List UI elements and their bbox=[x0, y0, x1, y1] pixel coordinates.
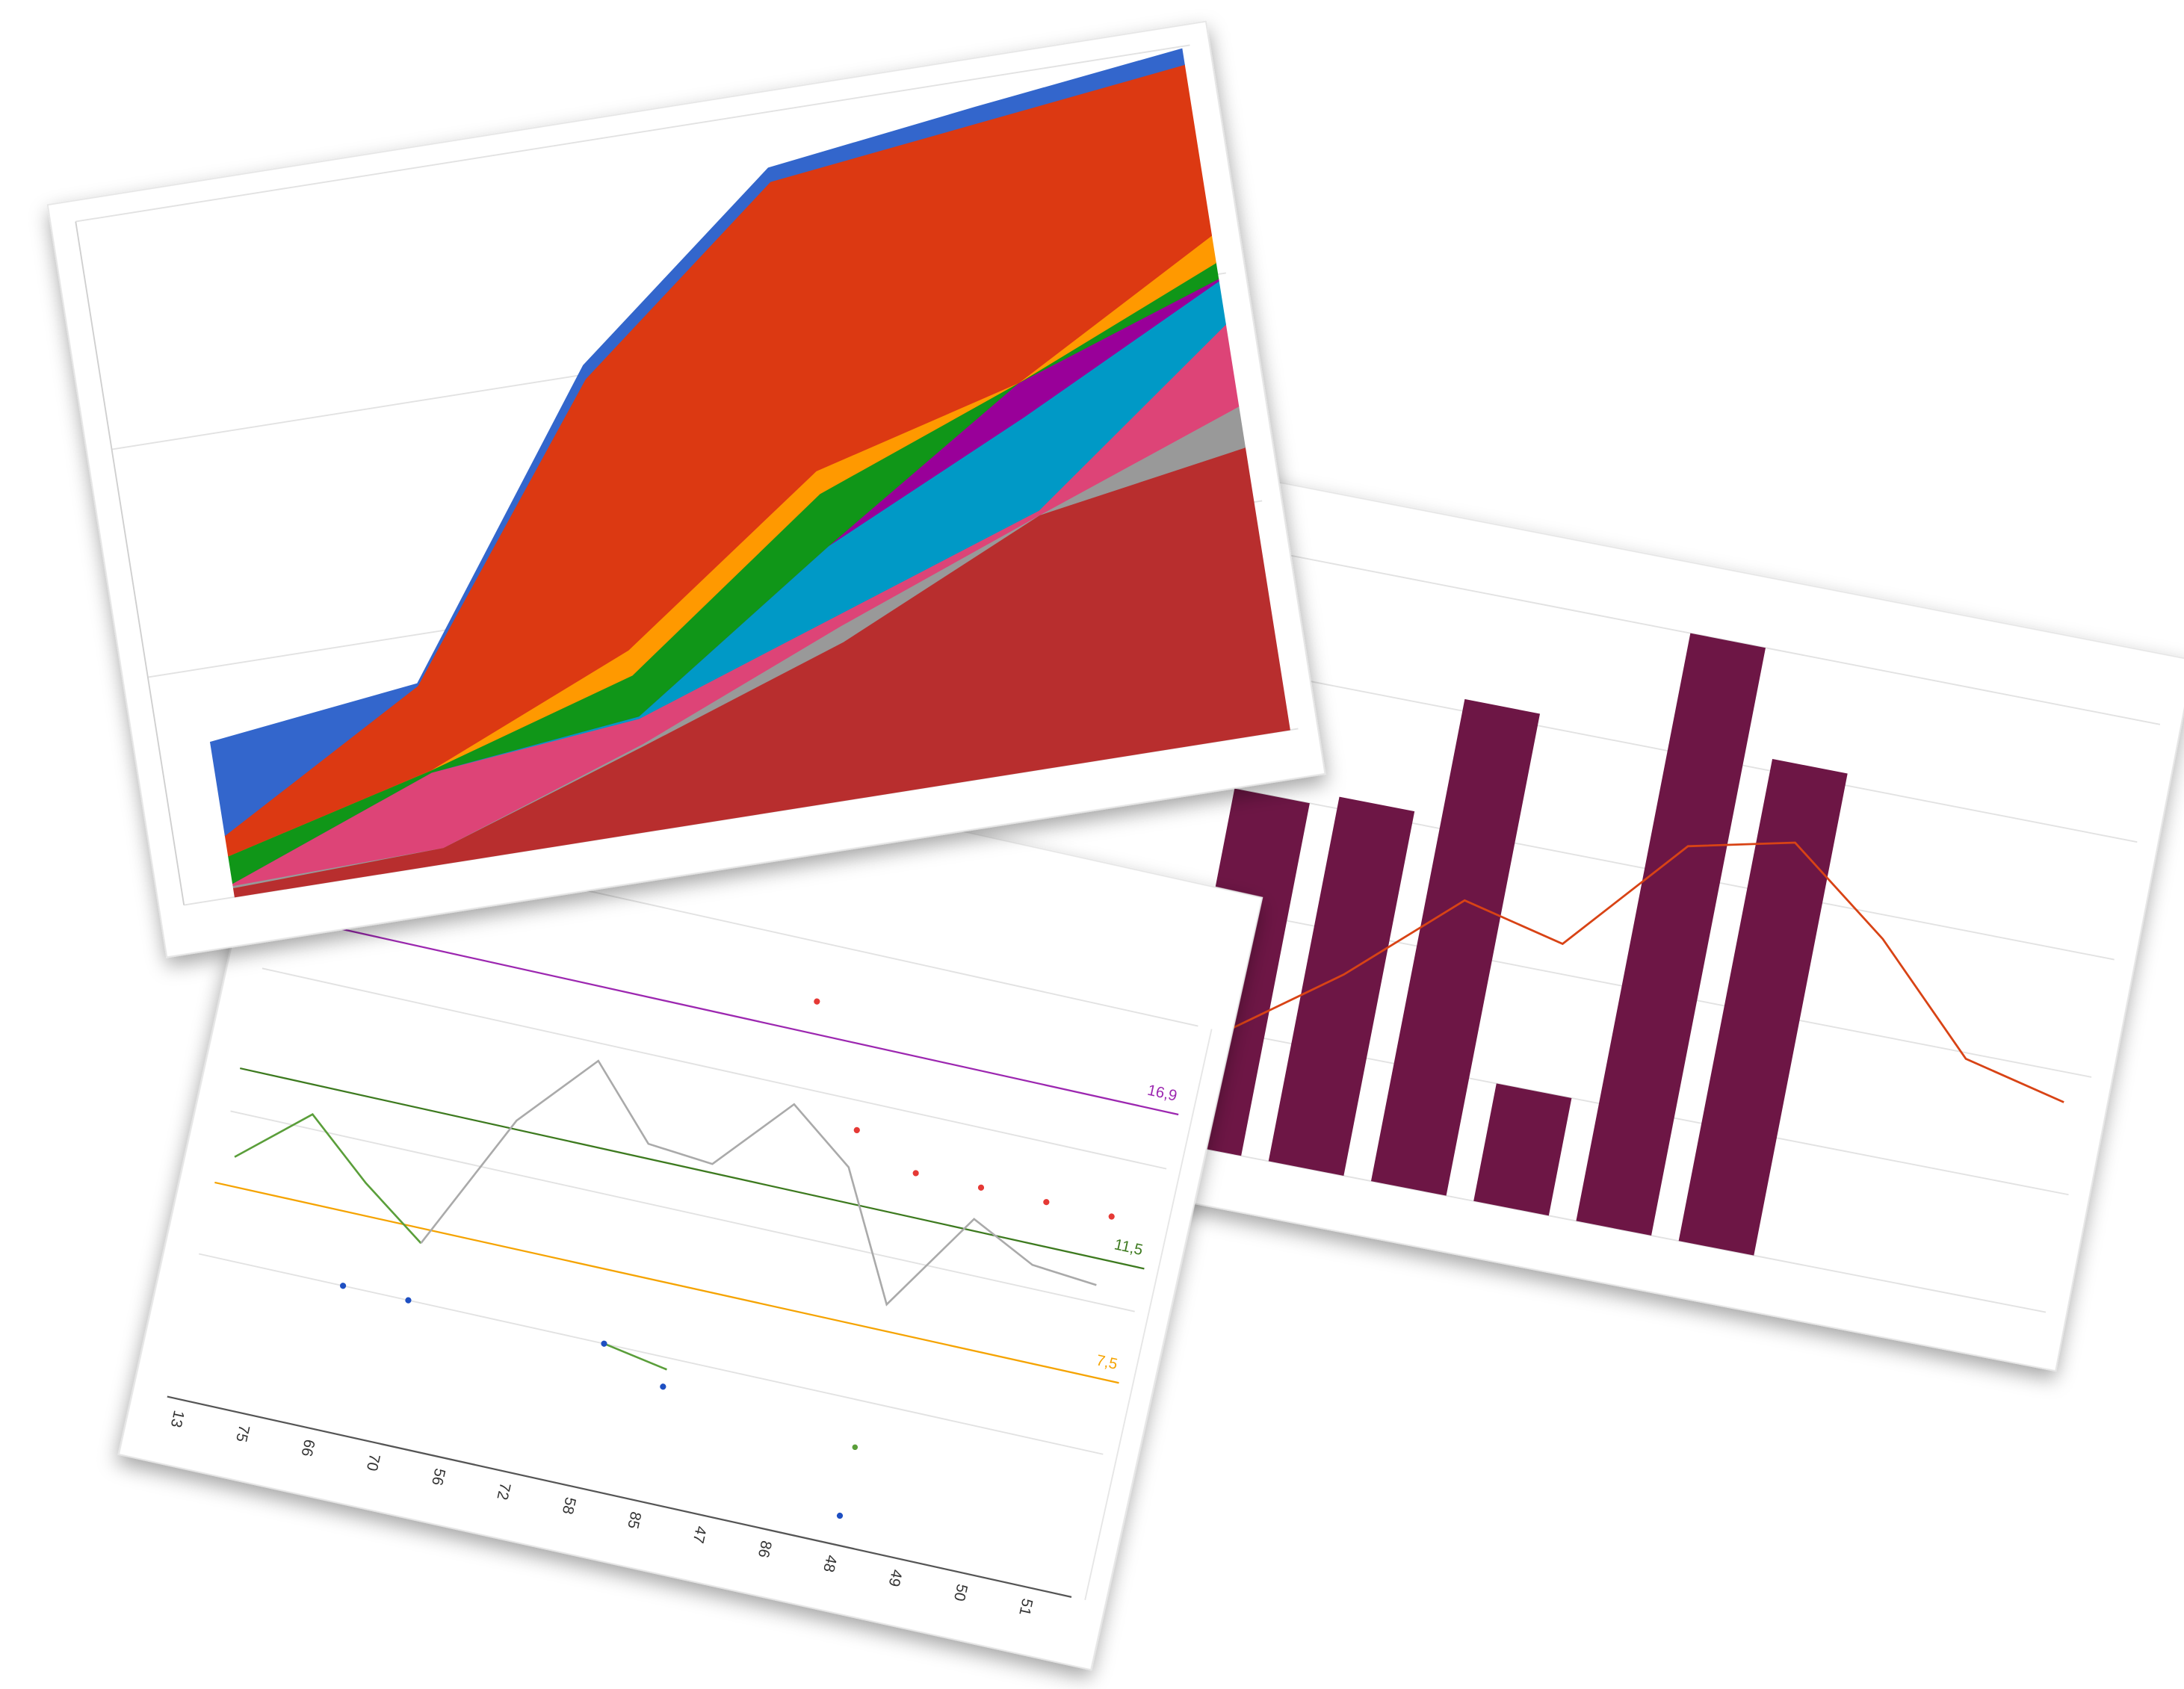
marker bbox=[660, 1383, 666, 1390]
line-series bbox=[420, 1059, 1097, 1307]
marker bbox=[912, 1170, 919, 1177]
x-tick-label: 58 bbox=[559, 1496, 579, 1516]
bar bbox=[1268, 796, 1415, 1176]
plot-frame bbox=[1084, 1029, 1213, 1601]
x-tick-label: 70 bbox=[363, 1452, 383, 1472]
marker bbox=[836, 1512, 844, 1519]
marker bbox=[1108, 1213, 1115, 1220]
x-tick-label: 47 bbox=[689, 1525, 709, 1545]
marker bbox=[977, 1184, 985, 1191]
grid-line bbox=[198, 1253, 1104, 1455]
bar bbox=[1473, 1083, 1572, 1216]
reference-label: 7,5 bbox=[1095, 1351, 1119, 1373]
chart-card bbox=[46, 20, 1326, 958]
x-tick-label: 72 bbox=[493, 1481, 513, 1501]
x-tick-label: 51 bbox=[1015, 1597, 1036, 1617]
grid-line bbox=[262, 967, 1167, 1170]
x-tick-label: 86 bbox=[755, 1539, 775, 1559]
x-tick-label: 50 bbox=[950, 1582, 971, 1602]
x-tick-label: 48 bbox=[820, 1554, 840, 1574]
marker bbox=[853, 1126, 860, 1133]
marker bbox=[405, 1297, 412, 1304]
grid-line bbox=[230, 1110, 1135, 1313]
bar bbox=[1576, 633, 1766, 1236]
line-series bbox=[1225, 841, 2064, 1103]
x-tick-label: 13 bbox=[167, 1409, 188, 1429]
bar bbox=[1678, 758, 1848, 1256]
marker bbox=[339, 1283, 347, 1289]
area-series bbox=[209, 48, 1185, 837]
marker bbox=[814, 998, 820, 1005]
bar bbox=[1370, 698, 1541, 1196]
grid-line bbox=[75, 44, 1190, 223]
reference-line bbox=[273, 913, 1179, 1116]
x-tick-label: 49 bbox=[885, 1568, 906, 1588]
x-axis bbox=[167, 1395, 1072, 1598]
marker bbox=[1043, 1199, 1050, 1206]
x-tick-label: 66 bbox=[297, 1438, 318, 1458]
reference-line bbox=[214, 1181, 1119, 1384]
plot-frame bbox=[75, 221, 185, 905]
isolated-point bbox=[852, 1444, 859, 1451]
x-tick-label: 75 bbox=[232, 1423, 253, 1443]
x-tick-label: 56 bbox=[428, 1466, 448, 1487]
x-tick-label: 85 bbox=[624, 1510, 644, 1530]
marker bbox=[601, 1340, 607, 1347]
